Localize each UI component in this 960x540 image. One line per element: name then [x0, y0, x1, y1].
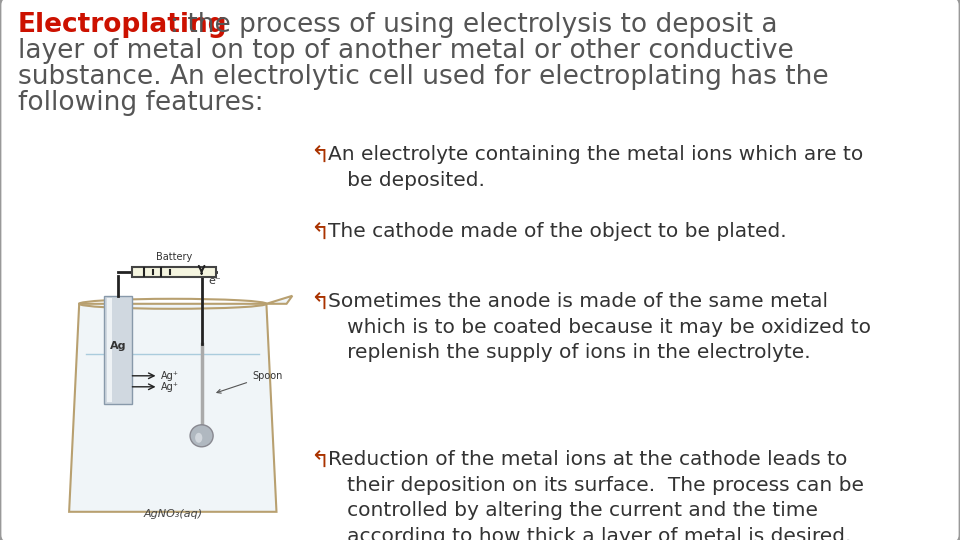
Text: ↰: ↰ — [310, 145, 329, 168]
Text: e⁻: e⁻ — [208, 276, 222, 286]
Text: Ag: Ag — [109, 341, 127, 351]
Text: An electrolyte containing the metal ions which are to
   be deposited.: An electrolyte containing the metal ions… — [328, 145, 863, 190]
Text: AgNO₃(aq): AgNO₃(aq) — [143, 509, 203, 519]
Polygon shape — [72, 354, 274, 511]
Text: Reduction of the metal ions at the cathode leads to
   their deposition on its s: Reduction of the metal ions at the catho… — [328, 450, 864, 540]
Text: Battery: Battery — [156, 252, 192, 262]
Text: ↰: ↰ — [310, 292, 329, 315]
Text: ↰: ↰ — [310, 450, 329, 473]
Polygon shape — [69, 304, 276, 512]
FancyBboxPatch shape — [107, 298, 112, 402]
Ellipse shape — [190, 425, 213, 447]
Text: Ag⁺: Ag⁺ — [161, 371, 180, 381]
Text: Ag⁺: Ag⁺ — [161, 382, 180, 392]
Text: substance. An electrolytic cell used for electroplating has the: substance. An electrolytic cell used for… — [18, 64, 828, 90]
Text: following features:: following features: — [18, 90, 264, 116]
FancyBboxPatch shape — [104, 296, 132, 404]
Text: ↰: ↰ — [310, 222, 329, 245]
Text: The cathode made of the object to be plated.: The cathode made of the object to be pla… — [328, 222, 786, 241]
Text: : the process of using electrolysis to deposit a: : the process of using electrolysis to d… — [170, 12, 778, 38]
Text: Sometimes the anode is made of the same metal
   which is to be coated because i: Sometimes the anode is made of the same … — [328, 292, 871, 362]
FancyBboxPatch shape — [132, 267, 216, 277]
Text: Spoon: Spoon — [217, 371, 282, 393]
Ellipse shape — [195, 433, 203, 443]
Polygon shape — [266, 296, 292, 304]
Text: layer of metal on top of another metal or other conductive: layer of metal on top of another metal o… — [18, 38, 794, 64]
Text: Electroplating: Electroplating — [18, 12, 228, 38]
